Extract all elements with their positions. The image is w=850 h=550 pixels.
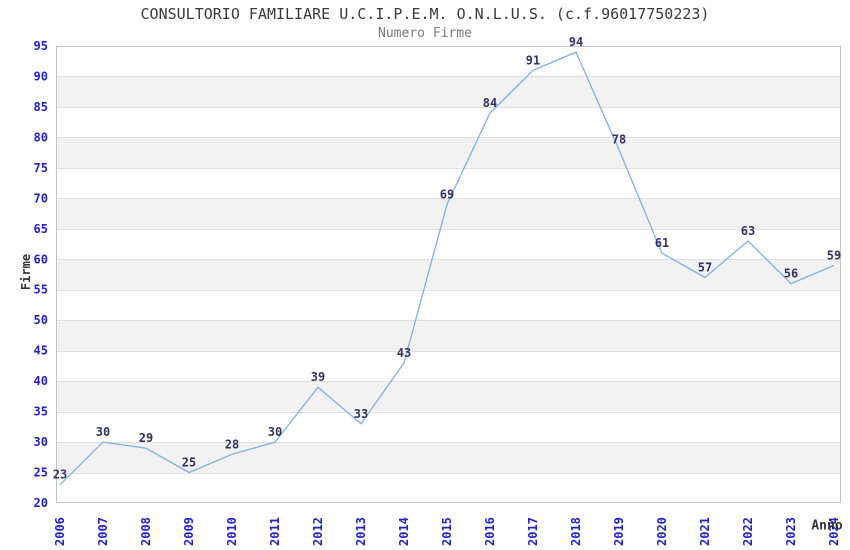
y-tick-label: 45 [34,344,48,358]
y-tick-label: 85 [34,100,48,114]
data-label: 28 [225,437,239,451]
plot-band [56,137,841,168]
x-tick-label: 2017 [526,517,540,546]
data-label: 56 [784,267,798,281]
x-tick-label: 2018 [569,517,583,546]
y-tick-label: 30 [34,435,48,449]
data-label: 91 [526,53,540,67]
plot-border [56,46,841,503]
y-axis-title: Firme [19,253,33,291]
y-tick-label: 65 [34,222,48,236]
plot-band [56,442,841,473]
data-label: 69 [440,187,454,201]
data-label: 23 [53,468,67,482]
x-tick-label: 2023 [784,517,798,546]
x-tick-label: 2013 [354,517,368,546]
x-tick-label: 2011 [268,517,282,546]
x-tick-label: 2014 [397,517,411,546]
x-tick-label: 2012 [311,517,325,546]
x-tick-label: 2022 [741,517,755,546]
y-tick-label: 90 [34,69,48,83]
plot-band [56,259,841,290]
y-tick-label: 35 [34,405,48,419]
data-label: 25 [182,456,196,470]
y-tick-label: 20 [34,496,48,510]
data-label: 43 [397,346,411,360]
x-tick-label: 2009 [182,517,196,546]
x-tick-label: 2016 [483,517,497,546]
y-tick-label: 25 [34,466,48,480]
x-tick-label: 2020 [655,517,669,546]
y-tick-label: 75 [34,161,48,175]
x-tick-label: 2007 [96,517,110,546]
x-tick-label: 2021 [698,517,712,546]
y-tick-label: 95 [34,39,48,53]
y-tick-label: 70 [34,191,48,205]
plot-band [56,76,841,107]
plot-band [56,320,841,351]
data-label: 63 [741,224,755,238]
y-tick-label: 40 [34,374,48,388]
data-label: 78 [612,133,626,147]
y-tick-label: 55 [34,283,48,297]
data-label: 39 [311,370,325,384]
chart-subtitle: Numero Firme [378,26,472,41]
data-label: 57 [698,261,712,275]
chart-title: CONSULTORIO FAMILIARE U.C.I.P.E.M. O.N.L… [140,5,710,23]
x-tick-label: 2024 [827,517,841,546]
data-label: 61 [655,236,669,250]
x-tick-label: 2015 [440,517,454,546]
data-label: 94 [569,35,583,49]
x-tick-label: 2010 [225,517,239,546]
data-label: 33 [354,407,368,421]
x-tick-label: 2008 [139,517,153,546]
y-tick-label: 60 [34,252,48,266]
data-label: 30 [268,425,282,439]
data-label: 30 [96,425,110,439]
y-tick-label: 80 [34,130,48,144]
data-label: 84 [483,96,497,110]
data-label: 29 [139,431,153,445]
x-tick-label: 2019 [612,517,626,546]
data-line [59,51,835,486]
plot-band [56,381,841,412]
x-axis-title: Anno [811,518,843,534]
data-label: 59 [827,248,841,262]
y-tick-label: 50 [34,313,48,327]
x-tick-label: 2006 [53,517,67,546]
plot-band [56,198,841,229]
